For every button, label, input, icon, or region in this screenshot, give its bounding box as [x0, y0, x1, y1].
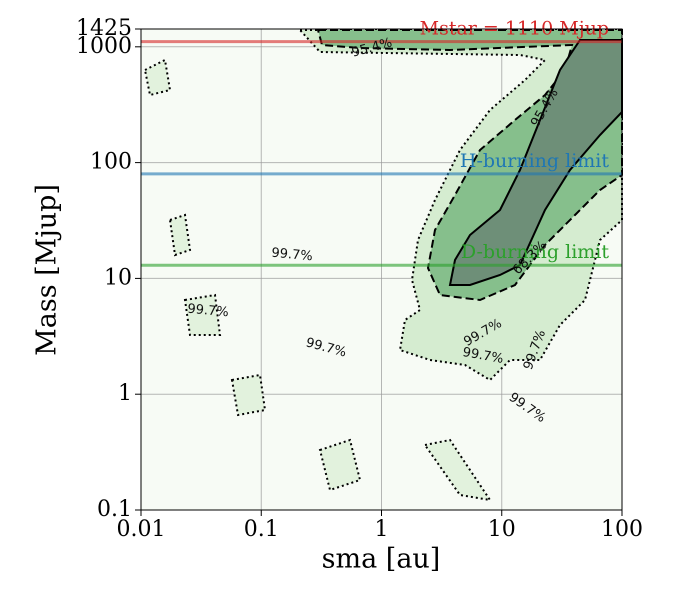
contour-99-7-blob: [230, 373, 267, 417]
x-axis-label: sma [au]: [322, 544, 441, 575]
contour-99-7-blob: [318, 438, 362, 492]
contour-99-7-blob: [183, 293, 222, 336]
contour-label: 99.7%: [271, 246, 313, 265]
y-axis-label: Mass [Mjup]: [32, 184, 63, 356]
y-tick-label: 0.1: [97, 497, 132, 522]
y-tick-label: 10: [104, 265, 132, 290]
x-tick-label: 10: [488, 517, 516, 542]
y-tick-label: 1425: [76, 16, 132, 41]
y-tick-label: 1000: [76, 34, 132, 59]
x-tick-label: 0.1: [244, 517, 279, 542]
contour-99-7-blob: [423, 438, 493, 502]
reference-line-label: H-burning limit: [460, 150, 609, 172]
contour-label: 99.7%: [187, 302, 229, 321]
x-tick-label: 0.01: [117, 517, 166, 542]
x-tick-label: 100: [601, 517, 643, 542]
contour-99-7-blob: [143, 58, 172, 97]
y-tick-label: 1: [118, 381, 132, 406]
x-tick-label: 1: [375, 517, 389, 542]
contours: [143, 29, 623, 502]
reference-line-label: D-burning limit: [461, 241, 609, 263]
contour-label: 99.7%: [461, 345, 504, 367]
contour-95-4: [316, 29, 623, 302]
y-tick-label: 100: [90, 150, 132, 175]
contour-99-7-blob: [168, 213, 192, 257]
